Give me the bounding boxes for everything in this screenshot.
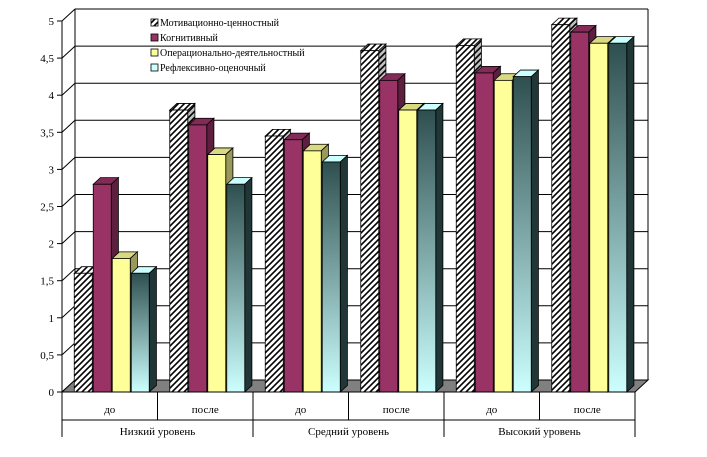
gridline-side	[61, 45, 76, 59]
bar-front	[283, 139, 303, 393]
x-tick-label: до	[104, 404, 116, 416]
bar-front	[474, 72, 494, 393]
bar-front	[493, 79, 513, 393]
bar-front	[360, 50, 380, 393]
bar-front	[188, 124, 208, 393]
gridline-side	[61, 157, 76, 170]
legend-swatch	[150, 18, 159, 27]
bar-front	[417, 109, 437, 393]
x-tick-label: до	[486, 404, 498, 416]
bar-front	[226, 183, 246, 393]
bar-front	[608, 42, 628, 393]
x-tick-label: после	[192, 404, 219, 416]
y-tick-label: 4	[49, 90, 55, 102]
gridline-side	[61, 231, 76, 244]
bar-front	[321, 161, 341, 393]
bar-front	[589, 42, 609, 393]
y-tick-label: 1	[49, 313, 55, 325]
gridline-side	[61, 268, 76, 282]
gridline-side	[61, 8, 76, 22]
y-tick-label: 4,5	[40, 53, 54, 65]
y-tick-label: 1,5	[40, 276, 54, 288]
x-tick-label: до	[295, 404, 307, 416]
bar-side	[244, 176, 253, 393]
legend-label: Мотивационно-ценностный	[160, 18, 280, 29]
y-tick-label: 2,5	[40, 202, 54, 214]
gridline-side	[61, 194, 76, 207]
group-label: Высокий уровень	[498, 426, 580, 438]
group-label: Средний уровень	[308, 426, 389, 438]
bar-front	[398, 109, 418, 393]
group-label: Низкий уровень	[120, 426, 195, 438]
bar-front	[111, 258, 131, 393]
legend-label: Рефлексивно-оценочный	[160, 63, 266, 74]
bar-front	[379, 79, 399, 393]
bar	[512, 69, 540, 393]
bar	[130, 265, 158, 393]
y-tick-label: 3,5	[40, 127, 54, 139]
gridline-side	[61, 82, 76, 96]
legend-item: Операционально-деятельностный	[150, 48, 305, 59]
gridline-side	[61, 342, 76, 356]
bar-front	[455, 45, 475, 393]
legend-swatch	[150, 33, 159, 42]
bar-front	[302, 150, 322, 393]
legend-swatch	[150, 63, 159, 72]
gridline-side	[61, 119, 76, 133]
bar-side	[626, 35, 635, 393]
bar-front	[512, 76, 532, 393]
legend-label: Когнитивный	[160, 33, 218, 44]
legend-item: Рефлексивно-оценочный	[150, 63, 266, 74]
bar-front	[73, 272, 93, 393]
y-tick-label: 0,5	[40, 350, 54, 362]
bar-front	[130, 272, 150, 393]
gridline-side	[61, 305, 76, 319]
bar-side	[435, 102, 444, 393]
bar-front	[570, 31, 590, 393]
y-tick-label: 0	[49, 387, 55, 399]
y-tick-label: 5	[49, 16, 55, 28]
bar	[416, 102, 444, 393]
bar-front	[92, 183, 112, 393]
y-tick-label: 2	[49, 239, 55, 251]
x-tick-label: после	[574, 404, 601, 416]
bar-side	[530, 69, 539, 393]
bar-front	[169, 109, 189, 393]
bar-front	[264, 135, 284, 393]
bar-front	[207, 154, 227, 393]
legend-label: Операционально-деятельностный	[160, 48, 305, 59]
bar	[321, 154, 349, 393]
bar-side	[148, 265, 157, 393]
x-tick-label: после	[383, 404, 410, 416]
bar	[607, 35, 635, 393]
legend-swatch	[150, 48, 159, 57]
bar	[225, 176, 253, 393]
y-tick-label: 3	[49, 164, 55, 176]
bar-front	[551, 24, 571, 393]
legend-item: Когнитивный	[150, 33, 218, 44]
legend-item: Мотивационно-ценностный	[150, 18, 280, 29]
bar-side	[339, 154, 348, 393]
